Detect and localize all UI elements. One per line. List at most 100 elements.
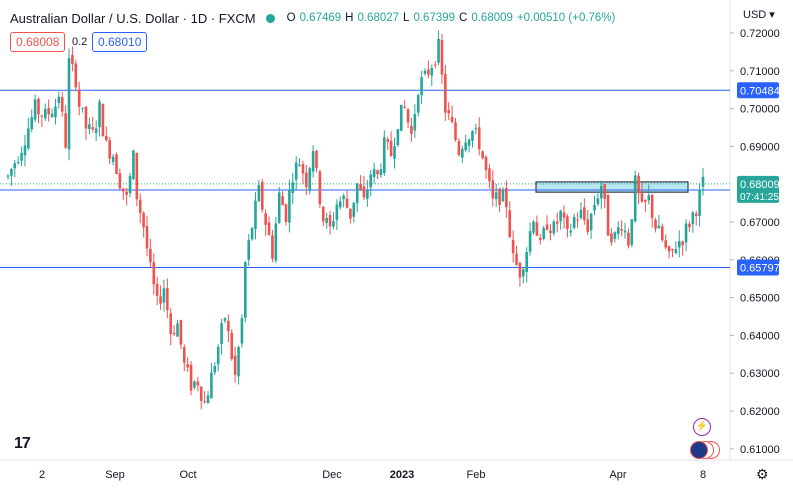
candle-body — [657, 225, 661, 229]
candle-body — [555, 221, 559, 224]
candle-body — [240, 318, 244, 344]
candle-body — [362, 186, 366, 198]
y-tick-label: 0.61000 — [740, 444, 780, 456]
close-label: C — [459, 12, 468, 24]
candle-body — [596, 198, 600, 204]
candle-body — [701, 176, 705, 187]
low-value: 0.67399 — [413, 12, 456, 24]
candle-body — [305, 172, 308, 188]
candle-body — [545, 224, 549, 230]
candle-body — [166, 288, 169, 310]
candle-body — [454, 122, 457, 140]
candle-body — [433, 64, 437, 66]
horizontal-line-label: 0.70484 — [740, 85, 780, 97]
news-flags-icon[interactable] — [690, 441, 724, 459]
candle-body — [335, 204, 339, 221]
candle-body — [213, 366, 217, 373]
candle-body — [477, 127, 481, 150]
x-tick-label: 2023 — [390, 469, 414, 481]
candle-body — [274, 223, 278, 261]
candle-body — [74, 63, 78, 88]
candle-body — [20, 152, 23, 161]
gear-icon[interactable]: ⚙ — [756, 466, 769, 482]
x-tick-label: Sep — [105, 469, 125, 481]
change-value: +0.00510 (+0.76%) — [516, 12, 616, 24]
chart-legend: Australian Dollar / U.S. Dollar · 1D · F… — [10, 8, 615, 28]
candle-body — [511, 239, 515, 254]
candle-body — [366, 190, 369, 199]
candle-body — [189, 364, 193, 391]
candle-body — [172, 332, 176, 335]
high-label: H — [345, 12, 354, 24]
candle-body — [277, 192, 281, 223]
candle-body — [210, 372, 213, 399]
tradingview-logo-icon[interactable]: 17 — [14, 435, 31, 452]
horizontal-line-tag — [737, 82, 779, 99]
candle-body — [244, 262, 247, 318]
candle-body — [105, 135, 108, 141]
currency-label: USD — [743, 9, 767, 21]
buy-button[interactable]: 0.68010 — [92, 32, 148, 52]
horizontal-line-label: 0.65797 — [740, 262, 780, 274]
candle-body — [647, 195, 651, 201]
last-price-label: 0.68009 — [740, 179, 780, 191]
candle-body — [30, 117, 34, 130]
candle-body — [135, 152, 139, 200]
candle-body — [237, 347, 240, 377]
lightning-icon[interactable]: ⚡ — [693, 418, 711, 436]
candle-body — [620, 228, 623, 231]
y-tick-label: 0.65000 — [740, 293, 780, 305]
candle-body — [386, 139, 390, 142]
candle-body — [416, 95, 420, 113]
candle-body — [644, 200, 647, 202]
candle-body — [47, 108, 50, 115]
candle-body — [349, 208, 352, 219]
candle-body — [603, 184, 606, 199]
candle-body — [111, 156, 115, 162]
last-price-tag — [737, 175, 779, 203]
candle-body — [677, 241, 681, 248]
open-label: O — [286, 12, 296, 24]
currency-selector[interactable]: USD ▾ — [743, 8, 775, 21]
candle-body — [650, 194, 654, 218]
candle-body — [420, 77, 423, 96]
x-tick-label: Apr — [609, 469, 626, 481]
candle-body — [152, 262, 156, 285]
candle-body — [494, 192, 498, 200]
candle-body — [599, 185, 603, 199]
candle-body — [98, 101, 101, 128]
candle-body — [501, 190, 505, 202]
candle-body — [471, 131, 474, 141]
candle-body — [57, 96, 61, 104]
candle-body — [162, 288, 166, 303]
candle-body — [216, 346, 220, 365]
sell-button[interactable]: 0.68008 — [10, 32, 66, 52]
candle-body — [91, 127, 95, 130]
candle-body — [474, 128, 478, 130]
symbol-title[interactable]: Australian Dollar / U.S. Dollar · 1D · F… — [10, 10, 256, 26]
y-tick-label: 0.71000 — [740, 66, 780, 78]
candle-body — [193, 381, 196, 388]
candle-body — [413, 114, 417, 131]
candle-body — [389, 140, 393, 156]
candle-body — [267, 222, 271, 235]
high-value: 0.68027 — [357, 12, 400, 24]
candle-body — [447, 109, 451, 114]
candle-body — [23, 145, 27, 156]
candle-body — [67, 58, 71, 150]
candle-body — [572, 216, 576, 228]
candle-body — [203, 401, 206, 403]
candle-body — [664, 240, 668, 248]
candle-body — [498, 188, 501, 205]
candle-body — [6, 175, 10, 177]
candle-body — [694, 213, 698, 216]
candle-body — [257, 184, 261, 202]
candle-body — [654, 219, 657, 229]
candle-body — [450, 116, 454, 123]
candle-body — [325, 217, 328, 223]
spread-value: 0.2 — [72, 36, 88, 48]
candle-body — [355, 183, 359, 204]
close-value: 0.68009 — [471, 12, 513, 24]
candle-body — [186, 364, 189, 368]
